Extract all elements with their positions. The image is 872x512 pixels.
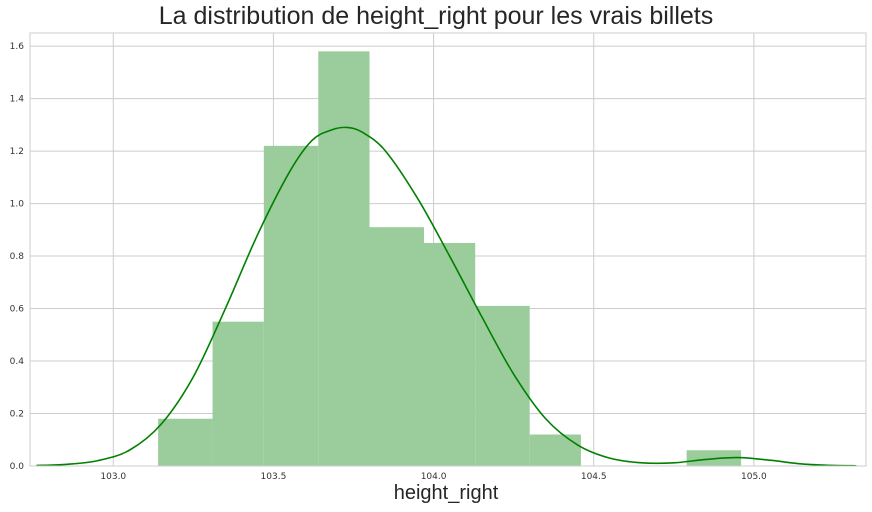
x-tick-label: 104.5	[581, 472, 607, 482]
x-tick-label: 105.0	[741, 472, 767, 482]
kde-curve-layer	[36, 126, 857, 467]
histogram-bar	[423, 242, 476, 466]
histogram-bar	[212, 321, 264, 466]
histogram-bar	[263, 145, 319, 467]
histogram-bar	[369, 227, 424, 466]
y-tick-label: 1.4	[10, 95, 25, 105]
y-tick-label: 1.6	[10, 42, 25, 52]
kde-curve	[36, 126, 857, 467]
histogram-bar	[318, 51, 370, 467]
x-tick-label: 103.0	[100, 472, 126, 482]
chart-title: La distribution de height_right pour les…	[158, 2, 714, 30]
histogram-bars	[158, 51, 742, 467]
plot-border	[29, 32, 867, 467]
x-axis-label: height_right	[393, 482, 499, 504]
y-tick-label: 0.8	[10, 252, 25, 262]
y-tick-label: 0.2	[10, 410, 24, 420]
y-tick-labels: 0.0 0.2 0.4 0.6 0.8 1.0 1.2 1.4 1.6	[10, 42, 25, 472]
x-tick-labels: 103.0 103.5 104.0 104.5 105.0	[100, 472, 767, 482]
y-tick-label: 1.2	[10, 147, 24, 157]
x-tick-label: 104.0	[421, 472, 447, 482]
histogram-bar	[158, 418, 213, 466]
y-tick-label: 0.0	[10, 462, 25, 472]
histogram-bar	[529, 434, 581, 466]
y-tick-label: 1.0	[10, 200, 25, 210]
x-tick-label: 103.5	[261, 472, 287, 482]
y-tick-label: 0.6	[10, 305, 25, 315]
plot-frame	[29, 32, 867, 467]
y-tick-label: 0.4	[10, 357, 25, 367]
